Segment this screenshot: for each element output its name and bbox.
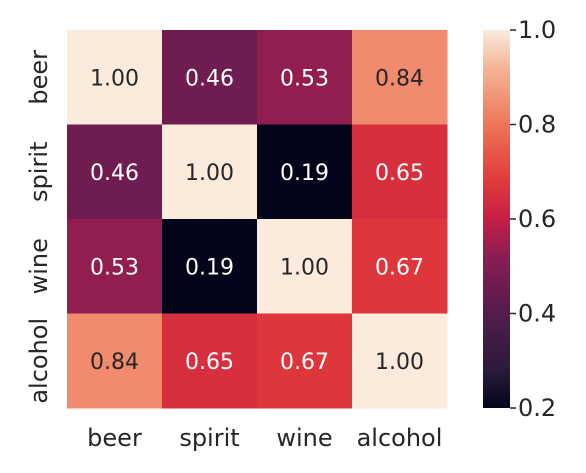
x-tick-label-wine: wine [276,424,332,452]
heatmap-cell-beer-wine [257,30,353,125]
y-axis-tick-labels: beer spirit wine alcohol [25,50,53,404]
cell-value-label: 1.00 [185,161,234,186]
heatmap-cell-alcohol-spirit [162,313,258,409]
cell-value-label: 0.53 [90,255,139,280]
colorbar [483,30,510,408]
heatmap-cell-beer-beer [67,30,163,125]
heatmap-cell-wine-wine [257,219,353,314]
y-tick-label-wine: wine [25,238,53,294]
x-tick-label-spirit: spirit [179,424,239,452]
colorbar-tick-label: 0.8 [518,111,556,139]
heatmap-cell-wine-spirit [162,219,258,314]
cell-value-label: 0.19 [185,255,234,280]
y-tick-label-alcohol: alcohol [25,318,53,404]
heatmap-cell-spirit-spirit [162,124,258,220]
cell-value-label: 0.46 [90,161,139,186]
heatmap-cell-alcohol-alcohol [352,313,448,409]
heatmap-cell-alcohol-beer [67,313,163,409]
x-tick-label-beer: beer [87,424,142,452]
colorbar-tick-label: 0.4 [518,300,556,328]
heatmap-cell-spirit-wine [257,124,353,220]
heatmap-cell-alcohol-wine [257,313,353,409]
heatmap-cell-spirit-alcohol [352,124,448,220]
colorbar-ticks: 0.2 0.4 0.6 0.8 1.0 [510,16,556,422]
heatmap-cell-beer-alcohol [352,30,448,125]
x-axis-tick-labels: beer spirit wine alcohol [87,424,442,452]
cell-value-label: 0.84 [90,350,139,375]
cell-value-label: 1.00 [375,350,424,375]
heatmap-cell-spirit-beer [67,124,163,220]
cell-value-label: 0.65 [185,350,234,375]
cell-value-label: 1.00 [90,66,139,91]
cell-value-label: 0.67 [280,350,329,375]
heatmap-cell-beer-spirit [162,30,258,125]
heatmap-annotations: 1.00 0.46 0.53 0.84 0.46 1.00 0.19 0.65 0.53 0.19… [90,66,424,375]
cell-value-label: 1.00 [280,255,329,280]
cell-value-label: 0.53 [280,66,329,91]
cell-value-label: 0.19 [280,161,329,186]
heatmap-cell-wine-beer [67,219,163,314]
y-tick-label-spirit: spirit [25,142,53,202]
colorbar-tick-label: 0.2 [518,394,556,422]
cell-value-label: 0.46 [185,66,234,91]
heatmap-cell-wine-alcohol [352,219,448,314]
y-tick-label-beer: beer [25,50,53,105]
cell-value-label: 0.84 [375,66,424,91]
colorbar-tick-label: 1.0 [518,16,556,44]
cell-value-label: 0.65 [375,161,424,186]
x-tick-label-alcohol: alcohol [357,424,443,452]
heatmap-cells [67,30,448,409]
cell-value-label: 0.67 [375,255,424,280]
colorbar-tick-label: 0.6 [518,205,556,233]
